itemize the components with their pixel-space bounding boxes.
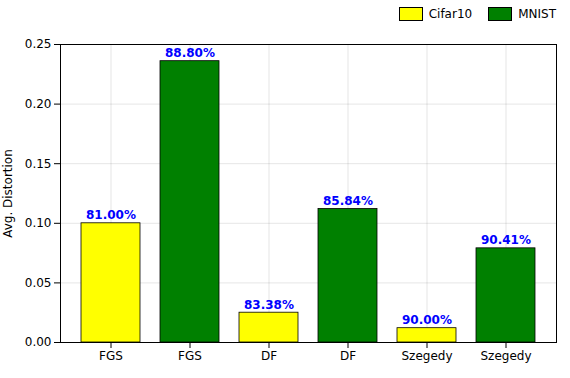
svg-text:DF: DF (261, 349, 277, 363)
svg-text:81.00%: 81.00% (86, 208, 136, 222)
svg-text:0.10: 0.10 (25, 216, 52, 230)
svg-text:0.00: 0.00 (25, 335, 52, 349)
svg-text:83.38%: 83.38% (244, 298, 294, 312)
svg-text:Szegedy: Szegedy (480, 349, 531, 363)
svg-text:FGS: FGS (99, 349, 123, 363)
svg-text:Szegedy: Szegedy (401, 349, 452, 363)
svg-text:FGS: FGS (178, 349, 202, 363)
svg-text:90.00%: 90.00% (402, 313, 452, 327)
svg-text:0.15: 0.15 (25, 157, 52, 171)
svg-text:85.84%: 85.84% (323, 194, 373, 208)
svg-text:88.80%: 88.80% (165, 46, 215, 60)
svg-text:DF: DF (340, 349, 356, 363)
html-text:MNIST: MNIST (518, 7, 556, 21)
svg-text:Avg. Distortion: Avg. Distortion (1, 149, 15, 238)
svg-text:0.25: 0.25 (25, 37, 52, 51)
html-text:Cifar10: Cifar10 (428, 7, 473, 21)
svg-text:0.20: 0.20 (25, 97, 52, 111)
svg-text:90.41%: 90.41% (481, 233, 531, 247)
svg-text:0.05: 0.05 (25, 276, 52, 290)
